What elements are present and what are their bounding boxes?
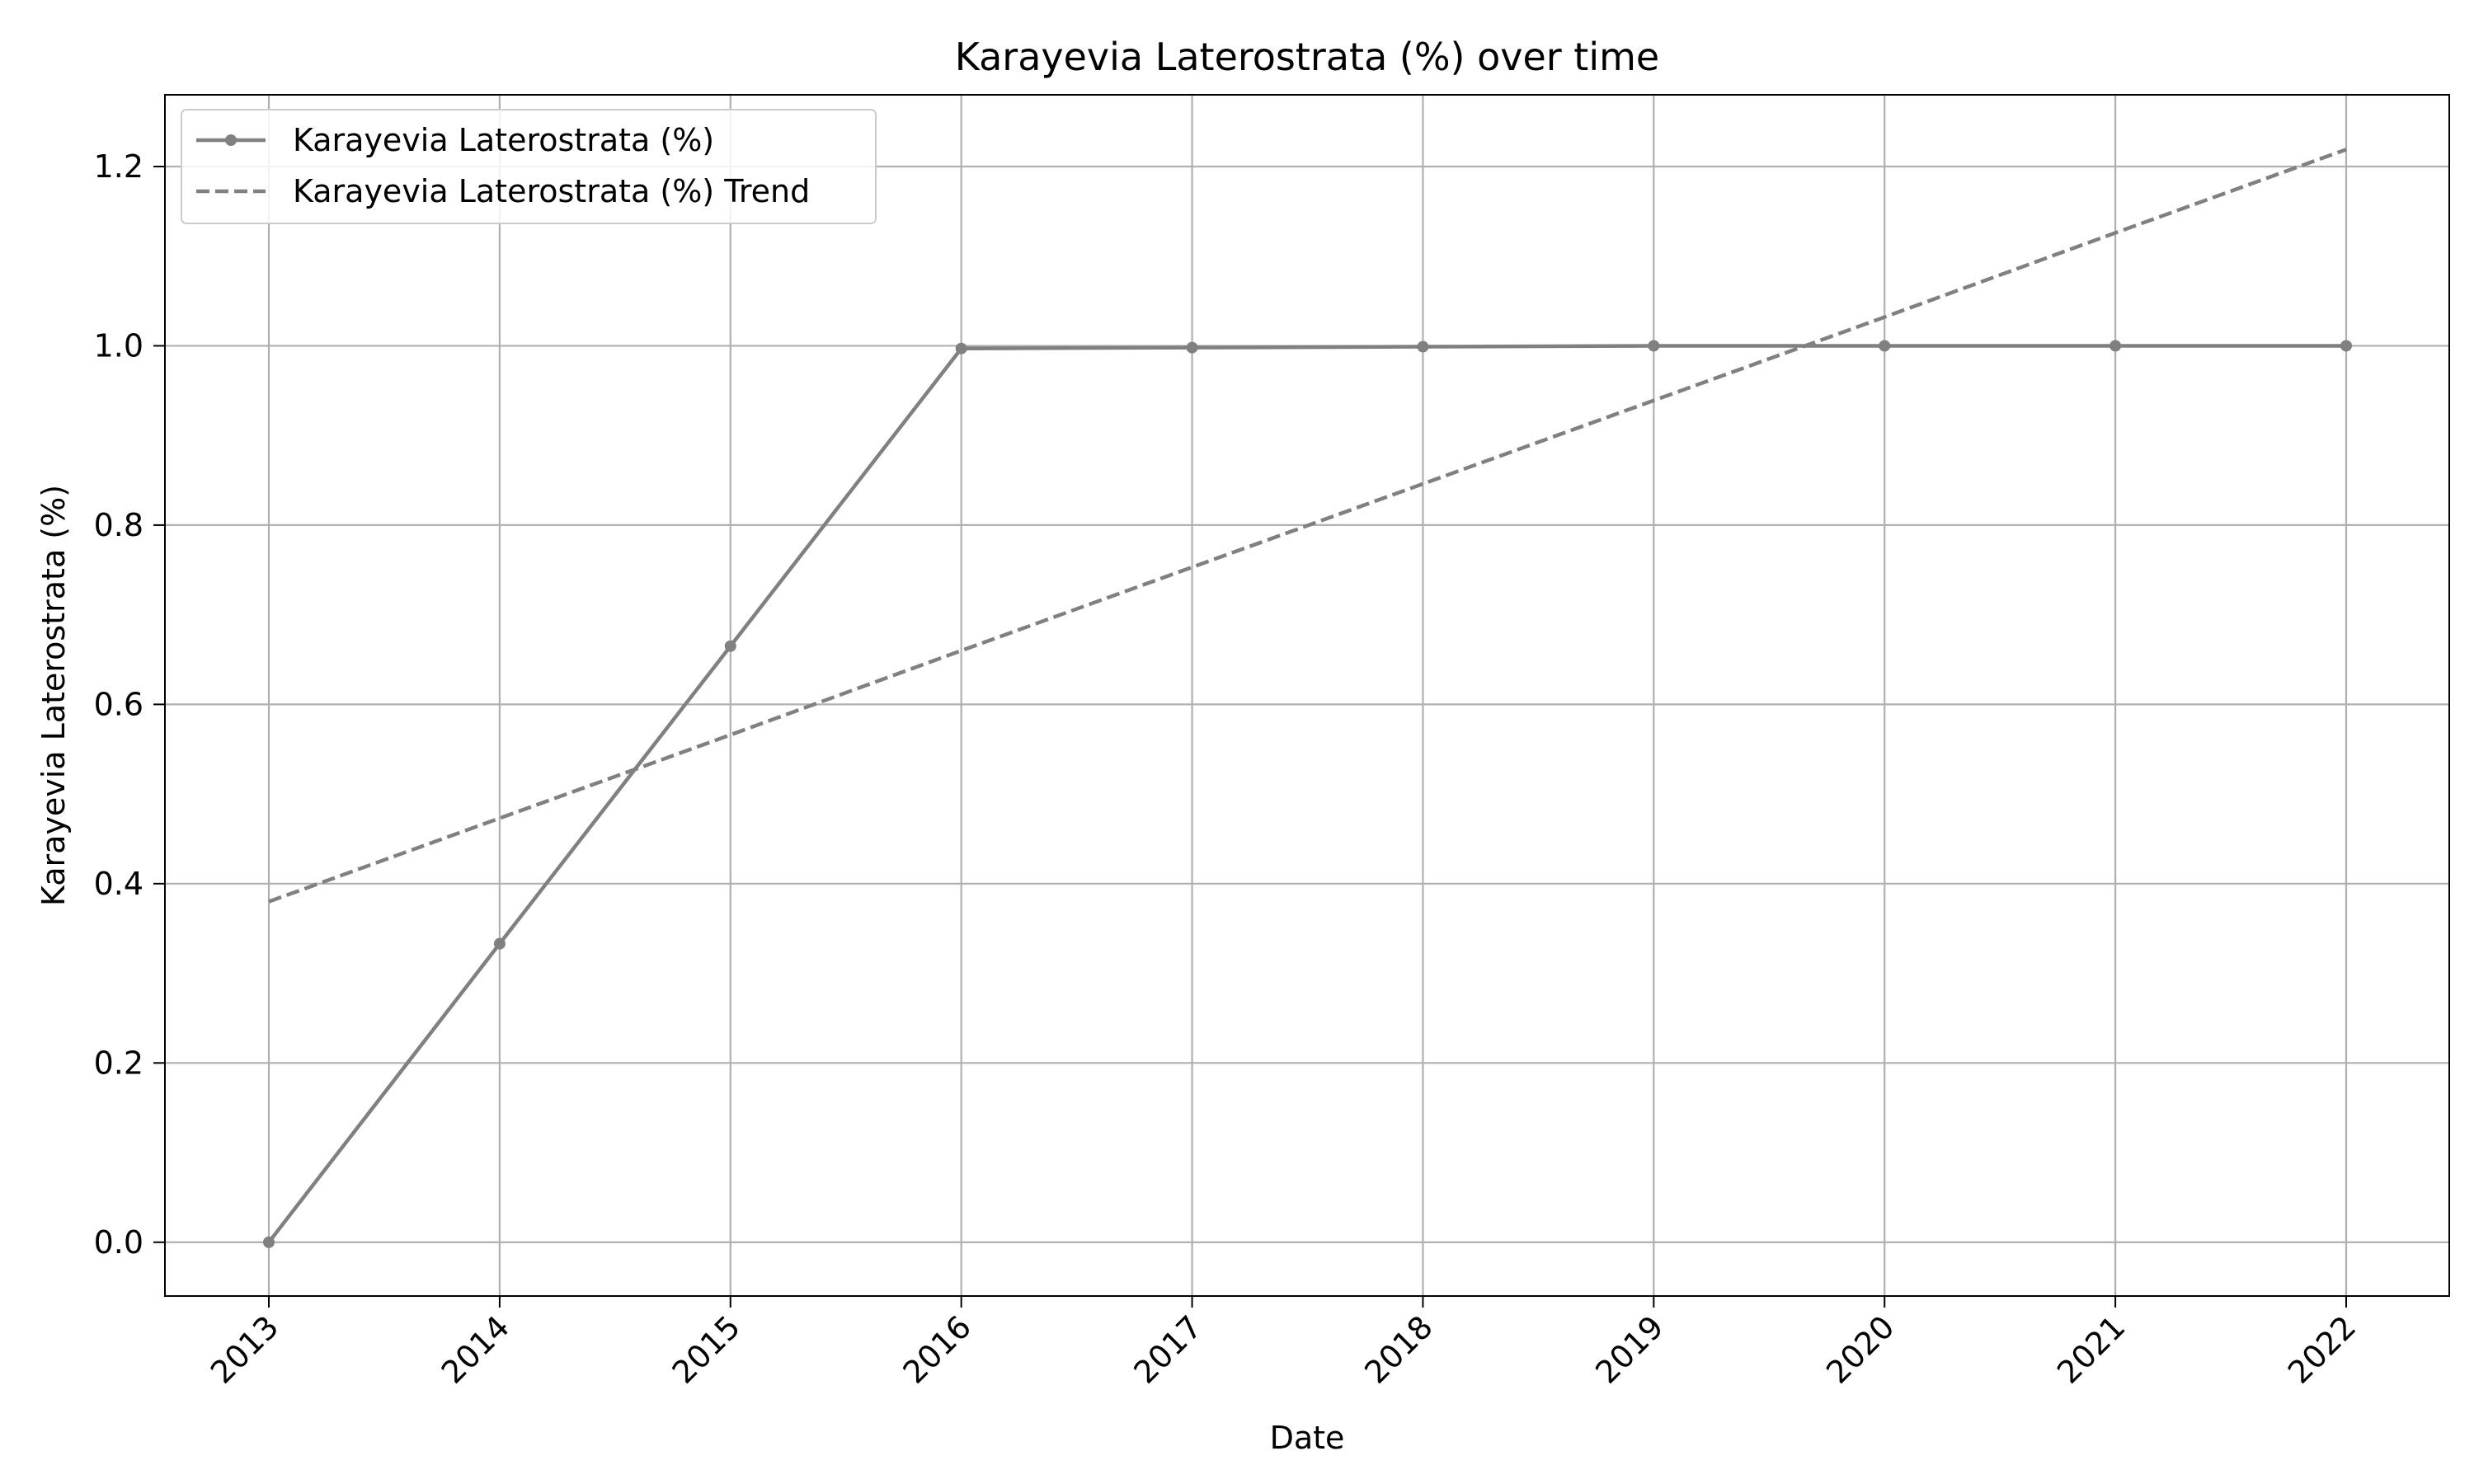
data-point xyxy=(724,640,736,652)
plot-frame xyxy=(164,94,2450,1297)
chart-title: Karayevia Laterostrata (%) over time xyxy=(955,35,1659,79)
y-tick-label: 0.2 xyxy=(94,1045,143,1081)
data-point xyxy=(2109,340,2122,352)
data-point xyxy=(1648,340,1660,352)
data-point xyxy=(2340,340,2352,352)
series-layer xyxy=(263,148,2352,1248)
data-point xyxy=(1417,340,1429,353)
series-line-0 xyxy=(267,344,2346,1244)
y-tick-label: 0.0 xyxy=(94,1224,143,1261)
data-point xyxy=(493,937,506,950)
data-point xyxy=(955,342,967,355)
legend-label: Karayevia Laterostrata (%) xyxy=(293,122,714,158)
y-tick-label: 0.6 xyxy=(94,686,143,722)
y-axis-label: Karayevia Laterostrata (%) xyxy=(35,485,72,906)
data-point xyxy=(1879,340,1891,352)
y-tick-label: 1.0 xyxy=(94,327,143,364)
legend-label: Karayevia Laterostrata (%) Trend xyxy=(293,173,810,209)
y-tick-label: 0.8 xyxy=(94,507,143,543)
y-tick-label: 0.4 xyxy=(94,866,143,902)
legend-marker xyxy=(225,134,237,146)
y-tick-label: 1.2 xyxy=(94,148,143,185)
x-axis-label: Date xyxy=(1270,1420,1345,1456)
data-point xyxy=(263,1236,275,1248)
legend: Karayevia Laterostrata (%) Karayevia Late… xyxy=(181,109,877,224)
series-line-1 xyxy=(268,148,2347,904)
legend-box xyxy=(181,109,877,224)
data-point xyxy=(1186,341,1198,354)
